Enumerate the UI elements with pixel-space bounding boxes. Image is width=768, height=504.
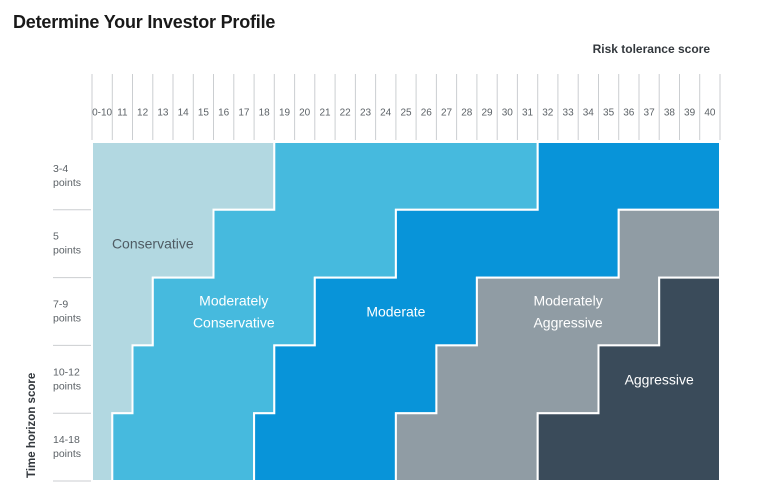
x-axis-tick-label: 0-10: [92, 108, 112, 119]
y-axis-row-label: points: [53, 177, 81, 189]
x-axis-tick-label: 33: [563, 108, 575, 119]
x-axis-tick-label: 40: [704, 108, 716, 119]
region-label-moderately-aggressive: Aggressive: [533, 315, 602, 331]
region-label-moderate: Moderate: [366, 304, 425, 320]
x-axis-tick-label: 36: [623, 108, 635, 119]
y-axis-row-label: 3-4: [53, 163, 68, 175]
y-axis-row-label: 5: [53, 231, 59, 243]
region-label-moderately-conservative: Conservative: [193, 315, 275, 331]
x-axis-tick-label: 28: [461, 108, 473, 119]
region-label-moderately-conservative: Moderately: [199, 293, 268, 309]
y-axis-row-label: points: [53, 245, 81, 257]
x-axis-tick-label: 12: [137, 108, 149, 119]
x-axis-tick-label: 26: [421, 108, 433, 119]
x-axis-tick-label: 23: [360, 108, 372, 119]
x-axis-tick-label: 15: [198, 108, 210, 119]
y-axis-row-label: 7-9: [53, 299, 68, 311]
y-axis-row-label: 14-18: [53, 434, 80, 446]
x-axis-tick-label: 18: [259, 108, 271, 119]
x-axis-tick-label: 34: [583, 108, 595, 119]
x-axis-tick-label: 39: [684, 108, 696, 119]
y-axis-row-label: 10-12: [53, 366, 80, 378]
x-axis-tick-label: 22: [340, 108, 352, 119]
x-axis-tick-label: 13: [157, 108, 169, 119]
x-axis-tick-label: 38: [664, 108, 676, 119]
x-axis-tick-label: 31: [522, 108, 534, 119]
x-axis-tick-label: 25: [400, 108, 412, 119]
x-axis-tick-label: 37: [644, 108, 656, 119]
x-axis-tick-label: 11: [117, 108, 128, 119]
x-axis-title: Risk tolerance score: [592, 42, 710, 56]
y-axis-title: Time horizon score: [26, 373, 38, 478]
region-label-conservative: Conservative: [112, 236, 194, 252]
region-label-aggressive: Aggressive: [625, 371, 694, 387]
region-label-moderately-aggressive: Moderately: [533, 293, 602, 309]
x-axis-tick-label: 20: [299, 108, 311, 119]
x-axis-tick-label: 14: [178, 108, 190, 119]
x-axis-tick-label: 35: [603, 108, 615, 119]
region-aggressive: [536, 276, 721, 482]
page-title: Determine Your Investor Profile: [13, 12, 276, 32]
x-axis-tick-label: 17: [238, 108, 250, 119]
x-axis-tick-label: 29: [481, 108, 493, 119]
x-axis-tick-label: 19: [279, 108, 291, 119]
y-axis-row-label: points: [53, 313, 81, 325]
x-axis-tick-label: 30: [502, 108, 514, 119]
y-axis-row-label: points: [53, 380, 81, 392]
y-axis-row-label: points: [53, 448, 81, 460]
x-axis-tick-label: 21: [319, 108, 331, 119]
x-axis-tick-label: 16: [218, 108, 230, 119]
x-axis-tick-label: 24: [380, 108, 392, 119]
x-axis-tick-label: 32: [542, 108, 554, 119]
x-axis-tick-label: 27: [441, 108, 453, 119]
